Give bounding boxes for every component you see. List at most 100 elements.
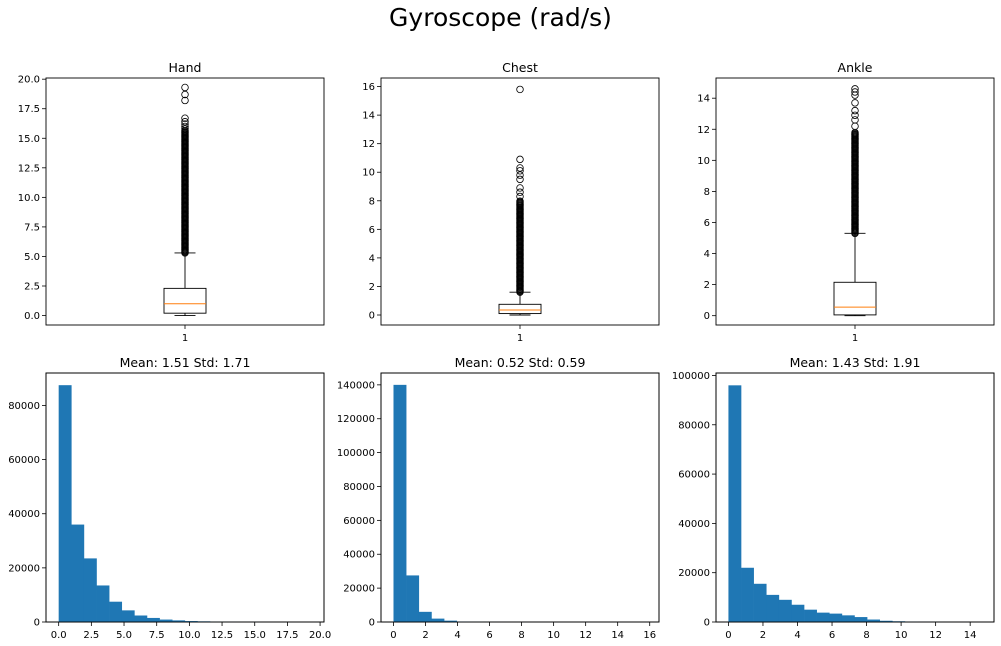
y-tick-label-1-1: 2 (369, 282, 375, 293)
hist-bar-5-4 (778, 599, 792, 622)
outlier-extra-0-6 (181, 90, 189, 99)
y-tick-label-3-3: 60000 (8, 455, 40, 466)
outlier-extra-0-0 (181, 125, 189, 133)
y-tick-label-0-2: 5.0 (24, 252, 40, 263)
y-tick-label-1-0: 0 (369, 311, 375, 322)
x-tick-label-5-4: 8 (863, 630, 869, 641)
hist-bar-3-4 (109, 601, 123, 622)
hist-bar-4-0 (393, 384, 407, 622)
hist-bar-5-12 (879, 620, 893, 622)
outlier-extra-2-0 (851, 122, 859, 130)
outlier-extra-1-7 (516, 155, 524, 164)
hist-bar-5-2 (753, 583, 767, 622)
axes-frame-top-5 (715, 372, 995, 623)
x-tick-label-4-7: 14 (611, 630, 624, 641)
hist-bar-4-2 (418, 611, 432, 622)
hist-bar-3-6 (134, 615, 148, 622)
box-1 (498, 303, 542, 315)
outlier-extra-1-6 (516, 164, 524, 172)
outlier-extra-0-2 (181, 120, 189, 128)
x-tick-label-3-7: 17.5 (276, 630, 298, 641)
y-tick-label-4-2: 40000 (343, 550, 375, 561)
x-tick-label-4-5: 10 (547, 630, 560, 641)
hist-bar-4-1 (406, 575, 420, 622)
y-tick-label-5-1: 20000 (678, 568, 710, 579)
outlier-extra-1-0 (516, 192, 524, 201)
outlier-extra-2-2 (851, 111, 859, 119)
subplot-title-5: Mean: 1.43 Std: 1.91 (790, 355, 921, 370)
hist-bar-5-11 (867, 619, 880, 622)
y-tick-label-4-0: 0 (369, 618, 375, 629)
box-0 (163, 287, 207, 314)
x-tick-label-4-3: 6 (486, 630, 492, 641)
outlier-extra-1-1 (516, 188, 524, 196)
y-tick-label-4-1: 20000 (343, 584, 375, 595)
y-tick-label-2-7: 14 (697, 94, 710, 105)
x-tick-label-5-6: 12 (929, 630, 942, 641)
hist-bar-3-5 (121, 610, 135, 622)
y-tick-label-1-4: 8 (369, 196, 375, 207)
figure-title: Gyroscope (rad/s) (389, 3, 612, 32)
x-tick-label-5-1: 2 (760, 630, 766, 641)
y-tick-label-1-7: 14 (362, 111, 375, 122)
outlier-extra-1-4 (516, 171, 524, 179)
x-tick-label-4-2: 4 (454, 630, 460, 641)
outlier-extra-2-4 (851, 99, 859, 107)
outlier-extra-2-7 (851, 85, 859, 93)
y-tick-label-4-4: 80000 (343, 482, 375, 493)
x-tick-label-2: 1 (852, 333, 858, 344)
y-tick-label-2-2: 4 (704, 249, 710, 260)
x-tick-label-4-8: 16 (643, 630, 656, 641)
y-tick-label-0-4: 10.0 (18, 193, 40, 204)
y-tick-label-3-2: 40000 (8, 509, 40, 520)
y-tick-label-4-5: 100000 (337, 448, 375, 459)
x-tick-label-3-3: 7.5 (149, 630, 165, 641)
hist-bar-3-9 (172, 620, 186, 622)
hist-bar-5-5 (791, 604, 805, 622)
y-tick-label-1-2: 4 (369, 253, 375, 264)
y-tick-label-5-0: 0 (704, 618, 710, 629)
hist-bar-5-10 (854, 617, 868, 622)
x-tick-label-3-6: 15.0 (244, 630, 266, 641)
hist-bar-4-4 (444, 620, 458, 622)
hist-bar-4-3 (431, 618, 445, 622)
x-tick-label-3-0: 0.0 (51, 630, 67, 641)
y-tick-label-0-5: 12.5 (18, 163, 40, 174)
hist-bar-5-3 (766, 594, 780, 622)
x-tick-label-3-8: 20.0 (309, 630, 331, 641)
outlier-extra-2-3 (851, 106, 859, 115)
y-tick-label-1-5: 10 (362, 168, 375, 179)
y-tick-label-2-5: 10 (697, 156, 710, 167)
y-tick-label-1-8: 16 (362, 82, 375, 93)
x-tick-label-3-2: 5.0 (116, 630, 132, 641)
x-tick-label-5-5: 10 (895, 630, 908, 641)
hist-bar-3-1 (71, 524, 85, 622)
x-tick-label-4-1: 2 (422, 630, 428, 641)
x-tick-label-5-7: 14 (964, 630, 977, 641)
hist-bar-5-1 (741, 567, 754, 622)
y-tick-label-2-6: 12 (697, 125, 710, 136)
x-tick-label-4-6: 12 (579, 630, 592, 641)
y-tick-label-5-5: 100000 (672, 371, 710, 382)
outlier-extra-1-5 (516, 167, 524, 175)
y-tick-label-2-4: 8 (704, 187, 710, 198)
outlier-extra-0-4 (181, 114, 189, 122)
hist-bar-3-2 (83, 558, 97, 622)
outlier-extra-0-3 (181, 118, 189, 126)
axes-frame-top-3 (45, 372, 325, 623)
y-tick-label-3-4: 80000 (8, 401, 40, 412)
hist-bar-3-0 (58, 385, 72, 622)
x-tick-label-4-0: 0 (390, 630, 396, 641)
hist-bar-3-8 (159, 619, 173, 622)
outlier-extra-0-7 (181, 83, 189, 92)
x-tick-label-3-1: 2.5 (83, 630, 99, 641)
hist-bar-5-6 (804, 609, 817, 622)
hist-bar-3-10 (184, 621, 198, 622)
y-tick-label-2-1: 2 (704, 280, 710, 291)
y-tick-label-4-7: 140000 (337, 380, 375, 391)
hist-bar-5-9 (841, 615, 855, 622)
y-tick-label-1-6: 12 (362, 139, 375, 150)
y-tick-label-0-6: 15.0 (18, 134, 40, 145)
outlier-extra-0-1 (181, 122, 189, 131)
